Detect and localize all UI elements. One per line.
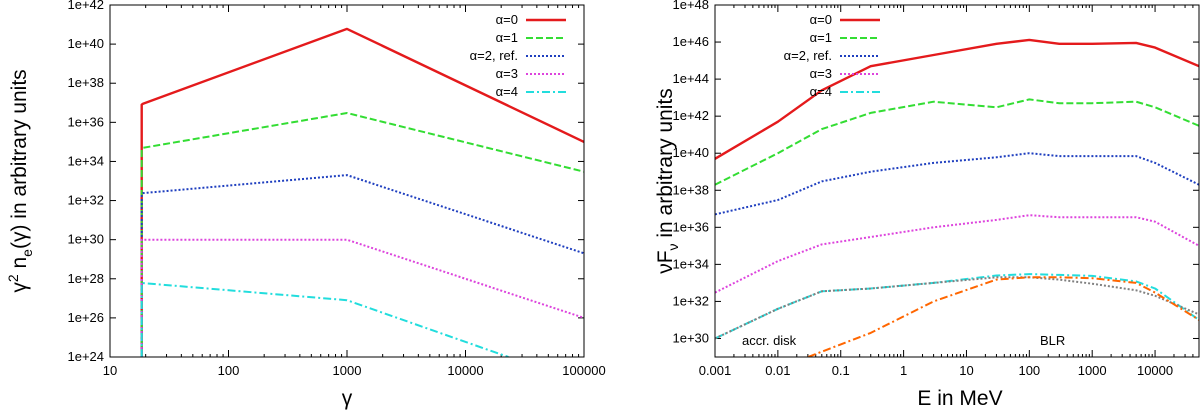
- left-ylabel-sub: e: [19, 249, 35, 257]
- right-x-tick-label: 0.01: [765, 363, 790, 378]
- left-series-group: [140, 27, 584, 357]
- left-y-tick-label: 1e+36: [67, 114, 104, 129]
- right-y-tick-label: 1e+48: [672, 0, 709, 12]
- right-plot-frame: [714, 4, 1200, 358]
- right-series-group: [715, 38, 1199, 357]
- right-x-tick-label: 1000: [1078, 363, 1107, 378]
- right-y-tick-label: 1e+42: [672, 108, 709, 123]
- right-y-tick-label: 1e+44: [672, 71, 709, 86]
- right-x-tick-label: 10000: [1137, 363, 1173, 378]
- left-y-tick-label: 1e+38: [67, 75, 104, 90]
- right-series-2-ref: [715, 152, 1199, 216]
- left-x-ticks: 10 100 1000 10000 100000: [103, 5, 606, 378]
- right-ylabel-tail: in arbitrary units: [654, 88, 677, 243]
- left-x-tick-label: 100000: [562, 363, 605, 378]
- left-ylabel-tail: (γ) in arbitrary units: [8, 69, 31, 249]
- right-y-tick-label: 1e+40: [672, 145, 709, 160]
- left-series-2-ref: [140, 174, 584, 357]
- left-series-4: [140, 282, 509, 357]
- right-x-ticks: 0.001 0.01 0.1 1 10 100 1000 10000: [699, 5, 1200, 378]
- right-x-tick-label: 0.1: [832, 363, 850, 378]
- left-y-tick-label: 1e+32: [67, 193, 104, 208]
- right-x-tick-label: 100: [1018, 363, 1040, 378]
- right-x-tick-label: 0.001: [699, 363, 732, 378]
- right-series-blr: [801, 276, 1199, 357]
- left-x-tick-label: 1000: [333, 363, 362, 378]
- right-series-3: [715, 214, 1199, 294]
- right-y-tick-label: 1e+34: [672, 256, 709, 271]
- left-y-tick-label: 1e+30: [67, 232, 104, 247]
- left-series-0: [140, 27, 584, 357]
- left-legend-label: α=0: [496, 12, 518, 27]
- left-chart: 1e+24 1e+26 1e+28 1e+30 1e+32 1e+34 1e+36 1e+38…: [5, 0, 606, 410]
- right-legend-label: α=0: [810, 12, 832, 27]
- left-y-axis-label: γ2 ne(γ) in arbitrary units: [5, 69, 35, 292]
- right-ylabel-main: νF: [654, 250, 677, 273]
- left-y-tick-label: 1e+42: [67, 0, 104, 12]
- right-chart: 1e+30 1e+32 1e+34 1e+36 1e+38 1e+40 1e+42 1e+44…: [654, 0, 1200, 410]
- annotation-accr-disk: accr. disk: [742, 333, 797, 348]
- right-legend-label: α=4: [810, 84, 832, 99]
- right-x-axis-label: E in MeV: [917, 387, 1002, 410]
- left-series-3: [140, 238, 584, 357]
- left-y-tick-label: 1e+28: [67, 271, 104, 286]
- left-y-tick-label: 1e+40: [67, 36, 104, 51]
- right-y-ticks: 1e+30 1e+32 1e+34 1e+36 1e+38 1e+40 1e+42 1e+44…: [672, 0, 1199, 345]
- left-x-axis-label: γ: [342, 387, 353, 410]
- right-series-1: [715, 98, 1199, 186]
- left-series-1: [140, 112, 584, 357]
- right-y-axis-label: νFν in arbitrary units: [654, 88, 681, 274]
- left-legend: α=0 α=1 α=2, ref. α=3 α=4: [470, 12, 566, 99]
- left-ylabel-mid: n: [8, 257, 31, 275]
- left-legend-label: α=3: [496, 66, 518, 81]
- right-x-tick-label: 10: [959, 363, 973, 378]
- right-y-tick-label: 1e+32: [672, 293, 709, 308]
- left-x-tick-label: 10: [103, 363, 117, 378]
- right-y-tick-label: 1e+38: [672, 182, 709, 197]
- left-ylabel-sup: 2: [5, 274, 21, 282]
- right-ylabel-sub: ν: [665, 243, 681, 250]
- left-x-tick-label: 10000: [447, 363, 483, 378]
- left-plot-frame: [109, 4, 585, 358]
- left-ylabel-main: γ: [8, 282, 31, 293]
- right-legend-label: α=1: [810, 30, 832, 45]
- right-legend: α=0 α=1 α=2, ref. α=3 α=4: [784, 12, 880, 99]
- right-legend-label: α=3: [810, 66, 832, 81]
- left-legend-label: α=4: [496, 84, 518, 99]
- right-x-tick-label: 1: [900, 363, 907, 378]
- left-x-tick-label: 100: [218, 363, 240, 378]
- right-series-accr-disk: [715, 276, 1199, 340]
- right-legend-label: α=2, ref.: [784, 48, 832, 63]
- right-y-tick-label: 1e+46: [672, 34, 709, 49]
- left-y-tick-label: 1e+24: [67, 349, 104, 364]
- right-y-tick-label: 1e+36: [672, 219, 709, 234]
- right-series-0: [715, 38, 1199, 160]
- right-y-tick-label: 1e+30: [672, 330, 709, 345]
- left-legend-label: α=2, ref.: [470, 48, 518, 63]
- left-y-tick-label: 1e+26: [67, 310, 104, 325]
- right-series-4: [715, 273, 1199, 340]
- left-legend-label: α=1: [496, 30, 518, 45]
- left-y-tick-label: 1e+34: [67, 153, 104, 168]
- annotation-blr: BLR: [1040, 333, 1065, 348]
- left-y-ticks: 1e+24 1e+26 1e+28 1e+30 1e+32 1e+34 1e+36 1e+38…: [67, 0, 584, 364]
